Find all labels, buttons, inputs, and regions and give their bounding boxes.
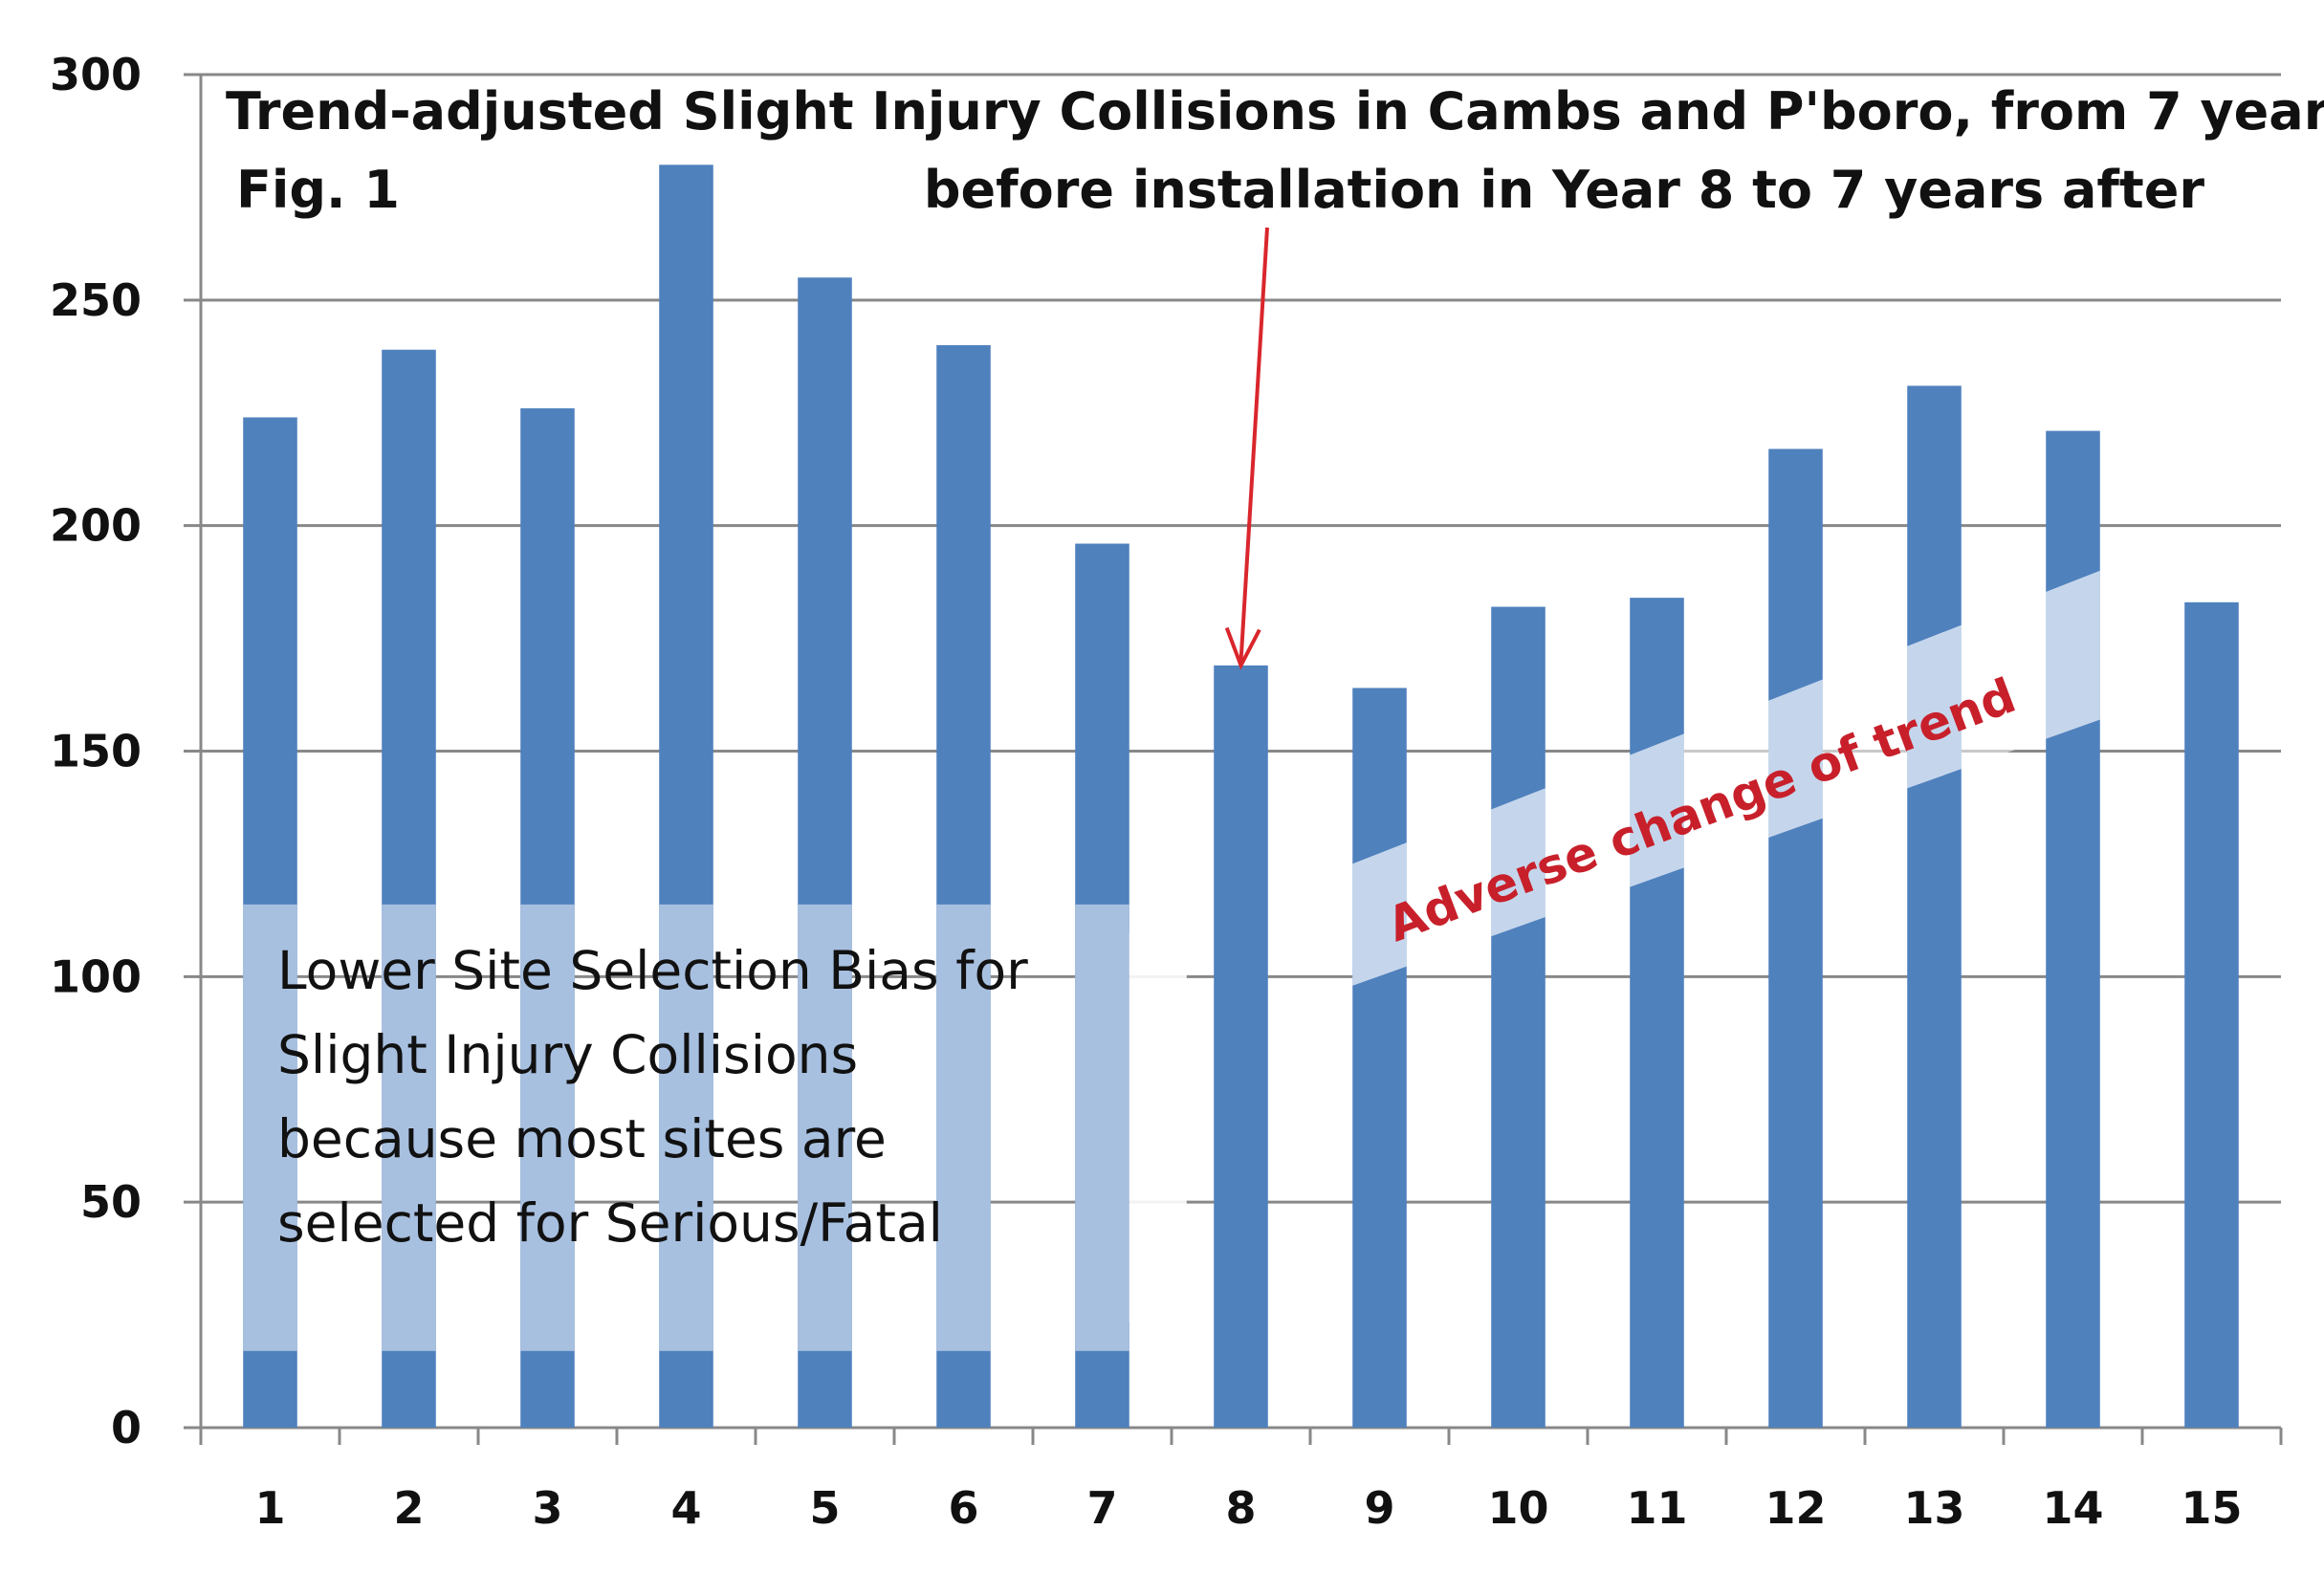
x-tick-label-15: 15	[2181, 1482, 2242, 1534]
x-tick-label-12: 12	[1765, 1482, 1826, 1534]
x-tick-label-7: 7	[1086, 1482, 1117, 1534]
highlight-segment-5	[798, 904, 852, 1351]
x-tick-label-4: 4	[670, 1482, 701, 1534]
arrow-head	[1224, 626, 1261, 670]
chart-title-line2: before installation in Year 8 to 7 years…	[924, 160, 2204, 220]
bar-12	[1768, 448, 1823, 1428]
x-tick-label-11: 11	[1626, 1482, 1687, 1534]
highlight-segment-2	[382, 904, 436, 1351]
y-tick-label-50: 50	[80, 1176, 142, 1228]
y-tick-label-250: 250	[50, 274, 142, 326]
x-tick-label-1: 1	[254, 1482, 285, 1534]
x-tick-label-2: 2	[393, 1482, 424, 1534]
installation-arrow	[1224, 227, 1269, 670]
highlight-segment-6	[936, 904, 991, 1351]
chart-title-line1: Trend-adjusted Slight Injury Collisions …	[226, 81, 2324, 142]
bar-11	[1630, 598, 1684, 1428]
x-tick-label-8: 8	[1225, 1482, 1256, 1534]
highlight-segment-7	[1075, 904, 1129, 1351]
y-tick-label-300: 300	[50, 49, 142, 100]
bar-10	[1491, 606, 1546, 1428]
x-tick-label-3: 3	[532, 1482, 562, 1534]
bar-13	[1907, 385, 1962, 1429]
y-tick-label-0: 0	[111, 1402, 142, 1453]
note-line-1: Lower Site Selection Bias for	[277, 940, 1028, 1001]
note-line-2: Slight Injury Collisions	[277, 1024, 858, 1085]
arrow-shaft	[1239, 227, 1269, 663]
y-tick-label-150: 150	[50, 726, 142, 777]
bar-8	[1214, 665, 1268, 1428]
highlight-segment-4	[659, 904, 713, 1351]
x-tick-label-10: 10	[1487, 1482, 1548, 1534]
note-backdrop	[1129, 932, 1187, 1322]
highlight-segment-1	[243, 904, 297, 1351]
note-line-4: selected for Serious/Fatal	[277, 1192, 943, 1254]
x-tick-label-5: 5	[809, 1482, 840, 1534]
note-line-3: because most sites are	[277, 1108, 887, 1169]
figure-label: Fig. 1	[236, 160, 400, 220]
trend-band: Adverse change of trend	[1352, 570, 2100, 986]
highlight-segment-3	[520, 904, 575, 1351]
y-tick-label-200: 200	[50, 500, 142, 552]
x-tick-label-13: 13	[1903, 1482, 1964, 1534]
selection-bias-note: Lower Site Selection Bias for Slight Inj…	[277, 940, 1028, 1254]
y-tick-labels: 0 50 100 150 200 250 300	[50, 49, 142, 1453]
x-tick-label-6: 6	[948, 1482, 978, 1534]
x-tick-label-14: 14	[2042, 1482, 2103, 1534]
bar-9	[1352, 688, 1407, 1428]
x-tick-labels: 1 2 3 4 5 6 7 8 9 10 11 12 13 14 15	[254, 1482, 2242, 1534]
x-tick-label-9: 9	[1364, 1482, 1394, 1534]
bar-15	[2184, 601, 2239, 1428]
y-tick-label-100: 100	[50, 950, 142, 1002]
highlight-band	[243, 904, 1187, 1351]
